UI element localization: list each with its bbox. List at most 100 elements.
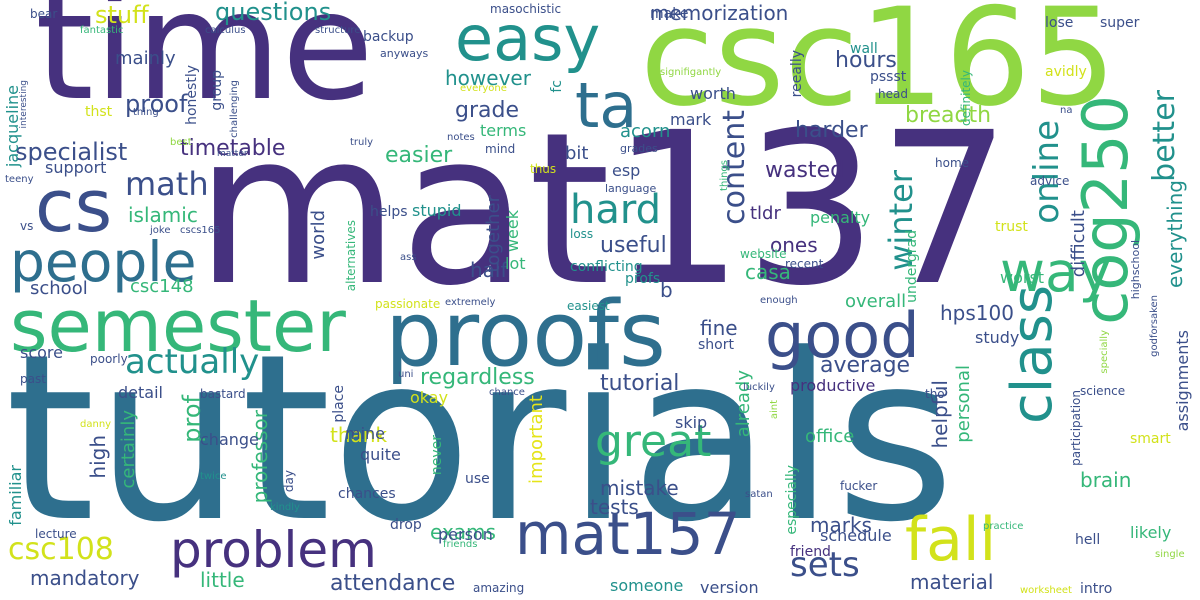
word-week: week xyxy=(503,210,522,253)
word-alternatives: alternatives xyxy=(344,220,358,292)
word-fall: fall xyxy=(905,505,997,575)
word-profs: profs xyxy=(625,271,661,287)
word-kindly: kindly xyxy=(270,502,300,513)
word-chances: chances xyxy=(338,486,396,502)
word-smart: smart xyxy=(1130,431,1171,447)
word-little: little xyxy=(200,568,245,592)
word-tho: tho xyxy=(925,387,945,401)
word-participation: participation xyxy=(1069,390,1083,466)
word-fantastic: fantastic xyxy=(80,25,124,36)
word-actually: actually xyxy=(125,342,260,382)
word-csc108: csc108 xyxy=(8,532,114,567)
word-quite: quite xyxy=(360,445,401,464)
word-important: important xyxy=(526,395,547,484)
word-mind: mind xyxy=(485,142,516,156)
word-mandatory: mandatory xyxy=(30,566,140,590)
word-fc: fc xyxy=(549,80,565,93)
word-change: change xyxy=(200,430,259,449)
word-recent: recent xyxy=(785,257,824,271)
word-person: person xyxy=(438,525,493,544)
word-advice: advice xyxy=(1030,174,1070,188)
word-challenging: challenging xyxy=(229,80,240,138)
word-fucker: fucker xyxy=(840,479,878,493)
word-overall: overall xyxy=(845,291,907,312)
word-amazing: amazing xyxy=(473,581,525,595)
word-bit: bit xyxy=(565,143,589,164)
word-ass: ass xyxy=(400,252,417,263)
word-grade: grade xyxy=(455,98,519,123)
word-bear: bear xyxy=(30,7,58,21)
word-na: na xyxy=(1060,105,1073,116)
word-truly: truly xyxy=(350,137,374,148)
word-semester: semester xyxy=(10,284,346,368)
word-teeny: teeny xyxy=(5,174,34,185)
word-website: website xyxy=(740,247,787,261)
word-difficult: difficult xyxy=(1068,210,1089,278)
word-avidly: avidly xyxy=(1045,64,1087,80)
word-world: world xyxy=(308,210,329,260)
word-proofs: proofs xyxy=(385,282,666,387)
word-material: material xyxy=(910,570,994,594)
word-csc165: csc165 xyxy=(640,0,1117,136)
word-office: office xyxy=(805,426,855,447)
word-lose: lose xyxy=(1045,15,1074,31)
word-anyways: anyways xyxy=(380,47,429,60)
word-vs: vs xyxy=(20,219,34,233)
word-drop: drop xyxy=(390,517,422,533)
word-passionate: passionate xyxy=(375,297,441,311)
word-grades: grades xyxy=(620,142,658,155)
word-never: never xyxy=(429,435,445,476)
word-danny: danny xyxy=(80,419,112,430)
word-everyone: everyone xyxy=(460,83,507,94)
word-aint: aint xyxy=(769,400,780,420)
word-interesting: interesting xyxy=(19,80,29,129)
word-schedule: schedule xyxy=(820,526,892,545)
word-school: school xyxy=(30,278,88,299)
word-friend: friend xyxy=(790,544,831,560)
word-godforsaken: godforsaken xyxy=(1149,295,1160,357)
word-calculus: calculus xyxy=(205,25,246,36)
word-single: single xyxy=(1155,549,1185,560)
word-mistake: mistake xyxy=(600,476,679,500)
word-undergrad: undergrad xyxy=(904,230,920,303)
word-okay: okay xyxy=(410,388,449,407)
word-hard: hard xyxy=(570,187,661,233)
word-penalty: penalty xyxy=(810,208,871,227)
word-hours: hours xyxy=(835,48,897,73)
word-however: however xyxy=(445,66,531,90)
word-useful: useful xyxy=(600,233,667,258)
word-stuff: stuff xyxy=(95,1,149,29)
word-satan: satan xyxy=(745,489,773,500)
word-thank: thank xyxy=(330,423,388,447)
word-casa: casa xyxy=(745,260,791,284)
word-specially: specially xyxy=(1099,330,1110,374)
word-poorly: poorly xyxy=(90,352,128,366)
word-support: support xyxy=(45,158,107,177)
word-detail: detail xyxy=(118,383,163,402)
word-ones: ones xyxy=(770,233,818,257)
word-things: things xyxy=(719,160,730,191)
word-questions: questions xyxy=(215,0,332,26)
word-loss: loss xyxy=(570,227,594,241)
word-best: best xyxy=(170,137,192,148)
word-conflicting: conflicting xyxy=(570,259,643,275)
word-together: together xyxy=(483,195,504,273)
word-regardless: regardless xyxy=(420,365,535,390)
word-hps100: hps100 xyxy=(940,301,1014,325)
word-version: version xyxy=(700,578,759,597)
word-marks: marks xyxy=(810,513,872,537)
word-lecture: lecture xyxy=(35,527,77,541)
word-bastard: bastard xyxy=(200,387,246,401)
word-people: people xyxy=(10,230,197,294)
word-tldr: tldr xyxy=(750,203,781,224)
word-tests: tests xyxy=(590,495,639,519)
word-definitely: definitely xyxy=(959,70,973,127)
word-productive: productive xyxy=(790,376,876,395)
word-past: past xyxy=(20,372,46,386)
word-tutorial: tutorial xyxy=(600,371,680,396)
word-harder: harder xyxy=(795,118,868,143)
word-mat157: mat157 xyxy=(515,500,741,568)
word-mainly: mainly xyxy=(115,48,176,69)
word-place: place xyxy=(331,385,347,423)
word-cscs165: cscs165 xyxy=(180,225,221,236)
